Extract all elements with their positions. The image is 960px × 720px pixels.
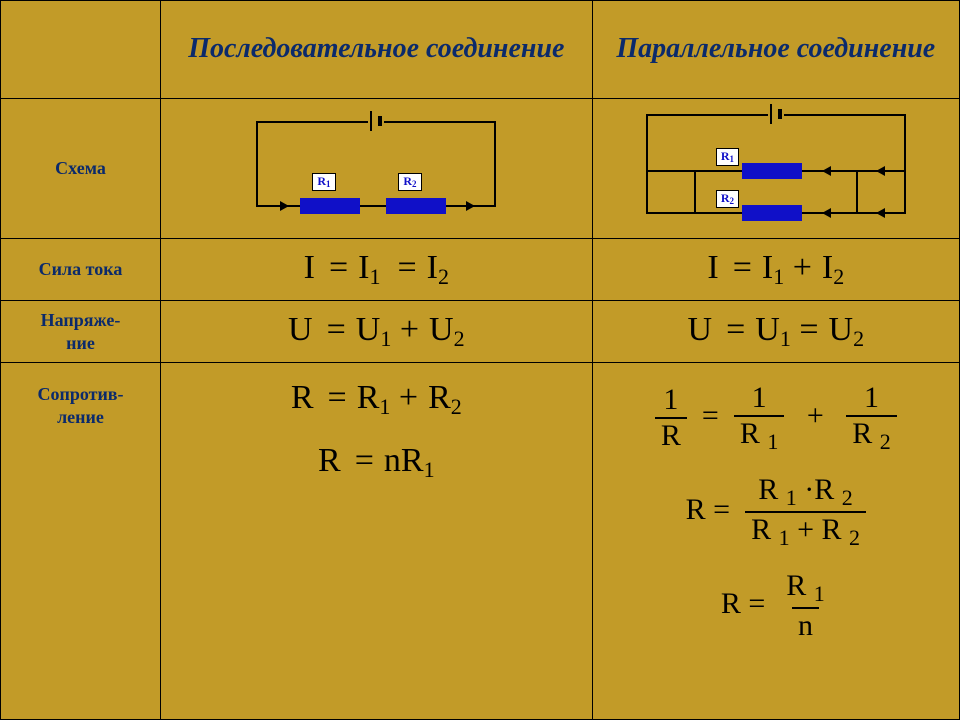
header-parallel: Параллельное соединение: [592, 1, 959, 99]
parallel-r-over-n: R = R 1 n: [721, 569, 831, 643]
row-label-voltage: Напряже- ние: [1, 301, 161, 363]
parallel-r-reciprocal: 1R = 1R 1 + 1R 2: [655, 381, 897, 455]
current-arrow-icon: [822, 208, 831, 218]
row-label-resistance: Сопротив- ление: [1, 363, 161, 720]
series-r-n: R=nR1: [318, 444, 435, 481]
label-r2: R2: [716, 190, 739, 208]
header-empty: [1, 1, 161, 99]
header-series: Последовательное соединение: [161, 1, 593, 99]
label-r1: R1: [312, 173, 335, 191]
resistor-r1: [742, 163, 802, 179]
physics-connections-table: Последовательное соединение Параллельное…: [0, 0, 960, 720]
resistor-r2: [386, 198, 446, 214]
current-arrow-icon: [876, 208, 885, 218]
current-arrow-icon: [876, 166, 885, 176]
parallel-resistance-formulas: 1R = 1R 1 + 1R 2 R = R 1 ·R 2 R 1 + R 2 …: [592, 363, 959, 720]
parallel-circuit-diagram: R1 R2: [626, 104, 926, 234]
current-arrow-icon: [466, 201, 475, 211]
parallel-current-formula: I=I1 +I2: [592, 239, 959, 301]
series-r-sum: R=R1 +R2: [291, 381, 462, 418]
series-voltage-formula: U=U1 +U2: [161, 301, 593, 363]
resistor-r1: [300, 198, 360, 214]
label-r2: R2: [398, 173, 421, 191]
series-resistance-formulas: R=R1 +R2 R=nR1: [161, 363, 593, 720]
parallel-schema-cell: R1 R2: [592, 99, 959, 239]
resistor-r2: [742, 205, 802, 221]
parallel-r-product-over-sum: R = R 1 ·R 2 R 1 + R 2: [686, 473, 866, 551]
row-label-current: Сила тока: [1, 239, 161, 301]
parallel-voltage-formula: U=U1 =U2: [592, 301, 959, 363]
row-label-schema: Схема: [1, 99, 161, 239]
label-r1: R1: [716, 148, 739, 166]
series-schema-cell: R1 R2: [161, 99, 593, 239]
series-circuit-diagram: R1 R2: [246, 109, 506, 229]
current-arrow-icon: [280, 201, 289, 211]
series-current-formula: I=I1 =I2: [161, 239, 593, 301]
current-arrow-icon: [822, 166, 831, 176]
